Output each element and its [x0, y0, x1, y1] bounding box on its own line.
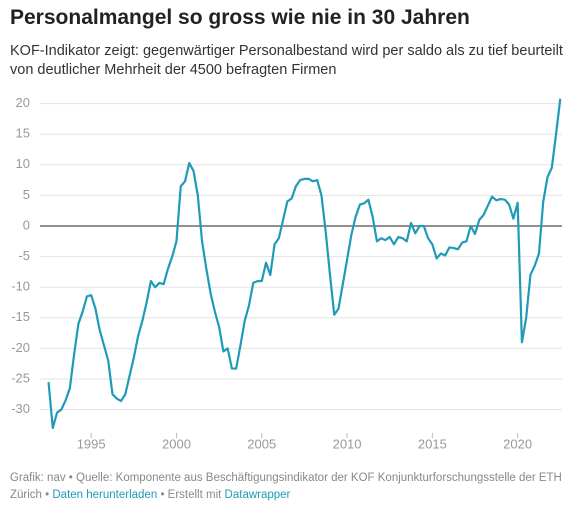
x-tick-label: 2000 — [162, 436, 191, 451]
y-tick-label: 10 — [16, 156, 30, 171]
y-tick-label: 20 — [16, 95, 30, 110]
x-tick-label: 2005 — [247, 436, 276, 451]
footer-text: • Erstellt mit — [160, 489, 222, 501]
x-tick-label: 2020 — [503, 436, 532, 451]
chart-title: Personalmangel so gross wie nie in 30 Ja… — [10, 6, 470, 29]
y-tick-label: 5 — [23, 187, 30, 202]
y-tick-label: -15 — [11, 309, 30, 324]
y-tick-label: -30 — [11, 401, 30, 416]
y-tick-label: -25 — [11, 370, 30, 385]
y-tick-label: -5 — [18, 248, 30, 263]
footer-text: Grafik: nav • Quelle: Komponente aus Bes… — [10, 472, 562, 501]
data-line — [47, 98, 562, 430]
chart: -30 -25 -20 -15 -10 -5 0 5 10 15 20 1995 2000 2005 201… — [11, 95, 562, 451]
x-tick-label: 2015 — [418, 436, 447, 451]
chart-subtitle: KOF-Indikator zeigt: gegenwärtiger Perso… — [10, 43, 563, 78]
y-tick-label: -10 — [11, 279, 30, 294]
footer: Grafik: nav • Quelle: Komponente aus Bes… — [10, 470, 570, 504]
x-tick-label: 1995 — [77, 436, 106, 451]
y-tick-label: 0 — [23, 217, 30, 232]
x-tick-label: 2010 — [333, 436, 362, 451]
y-tick-label: -20 — [11, 340, 30, 355]
y-tick-label: 15 — [16, 126, 30, 141]
download-link[interactable]: Daten herunterladen — [52, 489, 158, 501]
datawrapper-link[interactable]: Datawrapper — [224, 489, 291, 501]
